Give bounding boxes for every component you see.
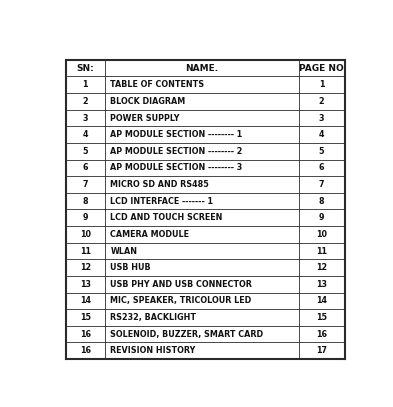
Text: AP MODULE SECTION -------- 2: AP MODULE SECTION -------- 2 xyxy=(110,147,243,156)
Text: 5: 5 xyxy=(319,147,324,156)
Text: 1: 1 xyxy=(83,80,88,89)
Text: 16: 16 xyxy=(80,346,91,355)
Text: 6: 6 xyxy=(319,163,324,173)
Text: 16: 16 xyxy=(80,330,91,339)
Text: 15: 15 xyxy=(80,313,91,322)
Text: REVISION HISTORY: REVISION HISTORY xyxy=(110,346,196,355)
Text: USB HUB: USB HUB xyxy=(110,263,151,272)
Text: AP MODULE SECTION -------- 3: AP MODULE SECTION -------- 3 xyxy=(110,163,242,173)
Text: 15: 15 xyxy=(316,313,327,322)
Text: 16: 16 xyxy=(316,330,327,339)
Text: 6: 6 xyxy=(83,163,88,173)
Text: 11: 11 xyxy=(316,247,327,256)
Text: 7: 7 xyxy=(319,180,324,189)
Text: 1: 1 xyxy=(319,80,324,89)
Text: MIC, SPEAKER, TRICOLOUR LED: MIC, SPEAKER, TRICOLOUR LED xyxy=(110,296,252,305)
Text: RS232, BACKLIGHT: RS232, BACKLIGHT xyxy=(110,313,196,322)
Text: BLOCK DIAGRAM: BLOCK DIAGRAM xyxy=(110,97,185,106)
Text: SN:: SN: xyxy=(77,63,94,72)
Text: 12: 12 xyxy=(80,263,91,272)
Text: LCD AND TOUCH SCREEN: LCD AND TOUCH SCREEN xyxy=(110,213,223,222)
Text: WLAN: WLAN xyxy=(110,247,138,256)
Text: 4: 4 xyxy=(83,130,88,139)
Text: 3: 3 xyxy=(83,114,88,123)
Text: 10: 10 xyxy=(80,230,91,239)
Text: 3: 3 xyxy=(319,114,324,123)
Text: USB PHY AND USB CONNECTOR: USB PHY AND USB CONNECTOR xyxy=(110,280,252,289)
Text: 2: 2 xyxy=(319,97,324,106)
Text: 9: 9 xyxy=(83,213,88,222)
Text: 2: 2 xyxy=(83,97,88,106)
Text: 10: 10 xyxy=(316,230,327,239)
Text: CAMERA MODULE: CAMERA MODULE xyxy=(110,230,189,239)
Text: 7: 7 xyxy=(83,180,88,189)
Text: 12: 12 xyxy=(316,263,327,272)
Text: PAGE NO: PAGE NO xyxy=(299,63,344,72)
Text: 8: 8 xyxy=(83,197,88,206)
Text: AP MODULE SECTION -------- 1: AP MODULE SECTION -------- 1 xyxy=(110,130,242,139)
Text: NAME.: NAME. xyxy=(185,63,218,72)
Text: 9: 9 xyxy=(319,213,324,222)
Text: MICRO SD AND RS485: MICRO SD AND RS485 xyxy=(110,180,209,189)
Text: 13: 13 xyxy=(316,280,327,289)
Text: 8: 8 xyxy=(319,197,324,206)
Text: 13: 13 xyxy=(80,280,91,289)
Text: LCD INTERFACE ------- 1: LCD INTERFACE ------- 1 xyxy=(110,197,213,206)
Text: TABLE OF CONTENTS: TABLE OF CONTENTS xyxy=(110,80,204,89)
Text: 17: 17 xyxy=(316,346,327,355)
Text: SOLENOID, BUZZER, SMART CARD: SOLENOID, BUZZER, SMART CARD xyxy=(110,330,263,339)
Text: 4: 4 xyxy=(319,130,324,139)
Text: 14: 14 xyxy=(316,296,327,305)
Text: POWER SUPPLY: POWER SUPPLY xyxy=(110,114,180,123)
Text: 11: 11 xyxy=(80,247,91,256)
Text: 5: 5 xyxy=(83,147,88,156)
Text: 14: 14 xyxy=(80,296,91,305)
